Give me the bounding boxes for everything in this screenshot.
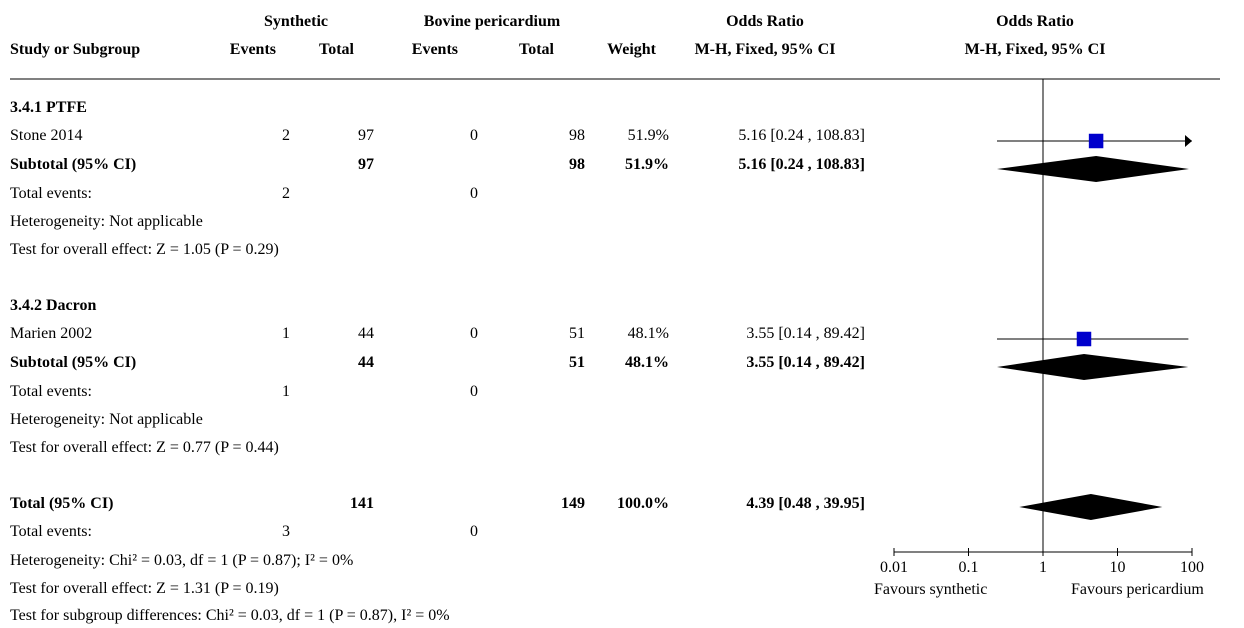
study-total-synthetic: 97 <box>358 127 374 144</box>
total-events-bovine: 0 <box>470 523 478 540</box>
study-name: Marien 2002 <box>10 325 93 342</box>
subgroup-differences-text: Test for subgroup differences: Chi² = 0.… <box>10 607 450 624</box>
subtotal-weight: 51.9% <box>625 156 669 173</box>
total-events-label: Total events: <box>10 185 92 202</box>
total-overall-effect-text: Test for overall effect: Z = 1.31 (P = 0… <box>10 580 279 597</box>
study-weight: 51.9% <box>627 127 669 144</box>
total-events-bovine: 0 <box>470 383 478 400</box>
header-synthetic: Synthetic <box>264 13 328 30</box>
x-tick-label: 100 <box>1180 559 1204 576</box>
subtotal-total-bovine: 98 <box>569 156 585 173</box>
subtotal-ci: 3.55 [0.14 , 89.42] <box>746 354 865 371</box>
total-total-bovine: 149 <box>561 495 585 512</box>
summary-diamond <box>1019 494 1163 520</box>
header-study-or-subgroup: Study or Subgroup <box>10 41 141 58</box>
header-weight: Weight <box>607 41 656 58</box>
heterogeneity-text: Heterogeneity: Not applicable <box>10 411 203 428</box>
summary-diamond <box>997 156 1189 182</box>
total-label: Total (95% CI) <box>10 495 114 512</box>
header-total-bovine: Total <box>519 41 554 58</box>
study-events-synthetic: 1 <box>282 325 290 342</box>
study-ci: 5.16 [0.24 , 108.83] <box>738 127 865 144</box>
favours-synthetic-label: Favours synthetic <box>874 581 988 598</box>
heterogeneity-text: Heterogeneity: Not applicable <box>10 213 203 230</box>
header-events-synthetic: Events <box>229 41 276 58</box>
x-tick-label: 0.1 <box>959 559 979 576</box>
study-total-synthetic: 44 <box>358 325 374 342</box>
study-events-synthetic: 2 <box>282 127 290 144</box>
total-ci: 4.39 [0.48 , 39.95] <box>746 495 865 512</box>
subgroup-title-ptfe: 3.4.1 PTFE <box>10 99 87 116</box>
subtotal-label: Subtotal (95% CI) <box>10 156 137 173</box>
subgroup-title-dacron: 3.4.2 Dacron <box>10 297 97 314</box>
subtotal-weight: 48.1% <box>625 354 669 371</box>
study-total-bovine: 98 <box>569 127 585 144</box>
subtotal-label: Subtotal (95% CI) <box>10 354 137 371</box>
total-weight: 100.0% <box>617 495 669 512</box>
subtotal-total-synthetic: 97 <box>358 156 374 173</box>
overall-effect-text: Test for overall effect: Z = 1.05 (P = 0… <box>10 241 279 258</box>
header-bovine-pericardium: Bovine pericardium <box>423 13 561 30</box>
total-events-synthetic: 2 <box>282 185 290 202</box>
total-events-label: Total events: <box>10 523 92 540</box>
total-total-synthetic: 141 <box>350 495 374 512</box>
header-events-bovine: Events <box>411 41 458 58</box>
total-events-synthetic: 1 <box>282 383 290 400</box>
study-events-bovine: 0 <box>470 325 478 342</box>
header-total-synthetic: Total <box>319 41 354 58</box>
overall-effect-text: Test for overall effect: Z = 0.77 (P = 0… <box>10 439 279 456</box>
study-total-bovine: 51 <box>569 325 585 342</box>
ci-arrow <box>1185 135 1192 147</box>
total-heterogeneity-text: Heterogeneity: Chi² = 0.03, df = 1 (P = … <box>10 552 354 569</box>
study-name: Stone 2014 <box>10 127 83 144</box>
study-square <box>1088 133 1104 149</box>
x-tick-label: 1 <box>1039 559 1047 576</box>
x-tick-label: 10 <box>1110 559 1126 576</box>
study-events-bovine: 0 <box>470 127 478 144</box>
total-events-label: Total events: <box>10 383 92 400</box>
subtotal-total-bovine: 51 <box>569 354 585 371</box>
header-odds-ratio-text: Odds Ratio <box>726 13 804 30</box>
total-events-synthetic: 3 <box>282 523 290 540</box>
x-tick-label: 0.01 <box>880 559 908 576</box>
favours-pericardium-label: Favours pericardium <box>1071 581 1204 598</box>
study-square <box>1076 331 1092 347</box>
header-method-text: M-H, Fixed, 95% CI <box>694 41 836 58</box>
header-odds-ratio-graph: Odds Ratio <box>996 13 1074 30</box>
subtotal-total-synthetic: 44 <box>358 354 374 371</box>
summary-diamond <box>997 354 1189 380</box>
study-weight: 48.1% <box>627 325 669 342</box>
subtotal-ci: 5.16 [0.24 , 108.83] <box>738 156 865 173</box>
total-events-bovine: 0 <box>470 185 478 202</box>
header-method-graph: M-H, Fixed, 95% CI <box>964 41 1106 58</box>
study-ci: 3.55 [0.14 , 89.42] <box>746 325 865 342</box>
